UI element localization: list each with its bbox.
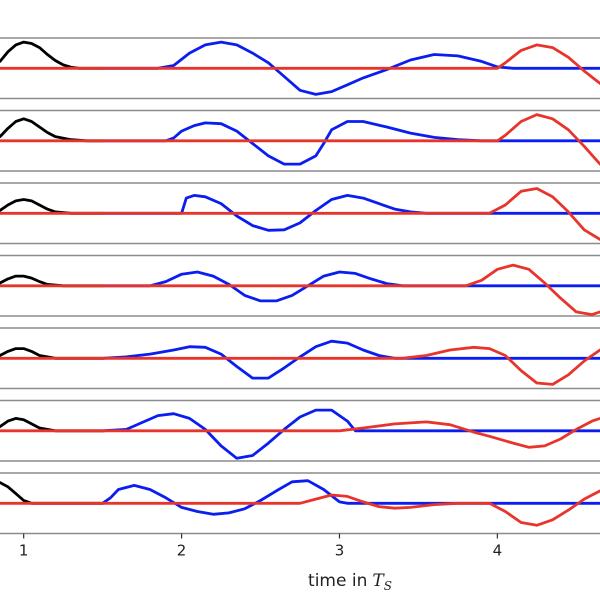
- panels-group: [0, 37, 600, 535]
- panel-2-blue-series-line: [101, 120, 600, 166]
- panel-7-blue-series-line: [101, 479, 600, 516]
- panel-1-blue-series-line: [101, 40, 600, 96]
- panel-2: [0, 109, 600, 172]
- x-axis-label-text: time in: [308, 571, 367, 591]
- x-axis: 1 2 3 4: [19, 533, 503, 560]
- panel-3-red-series-line: [0, 187, 600, 241]
- x-tick-label-1: 1: [19, 542, 29, 560]
- x-tick-label-3: 3: [335, 542, 345, 560]
- panel-4-red-series-line: [0, 263, 600, 316]
- x-tick-label-2: 2: [177, 542, 187, 560]
- panel-4-blue-series-line: [101, 270, 600, 303]
- panel-7-red-series-line: [0, 489, 600, 527]
- x-axis-label: time in TS: [308, 571, 392, 593]
- panel-5-blue-series-line: [101, 339, 600, 380]
- panel-2-red-series-line: [0, 113, 600, 166]
- panel-5: [0, 327, 600, 390]
- x-axis-label-math: T: [372, 571, 385, 591]
- panel-1: [0, 37, 600, 100]
- panel-4: [0, 254, 600, 317]
- panel-3-blue-series-line: [101, 194, 600, 232]
- panel-5-red-series-line: [0, 345, 600, 386]
- panel-3: [0, 182, 600, 245]
- panel-6-blue-series-line: [101, 408, 600, 460]
- panel-7: [0, 472, 600, 535]
- x-tick-label-4: 4: [493, 542, 503, 560]
- panel-6-red-series-line: [0, 417, 600, 449]
- x-axis-label-subscript: S: [384, 579, 392, 593]
- panel-6: [0, 399, 600, 462]
- panel-1-red-series-line: [0, 43, 600, 85]
